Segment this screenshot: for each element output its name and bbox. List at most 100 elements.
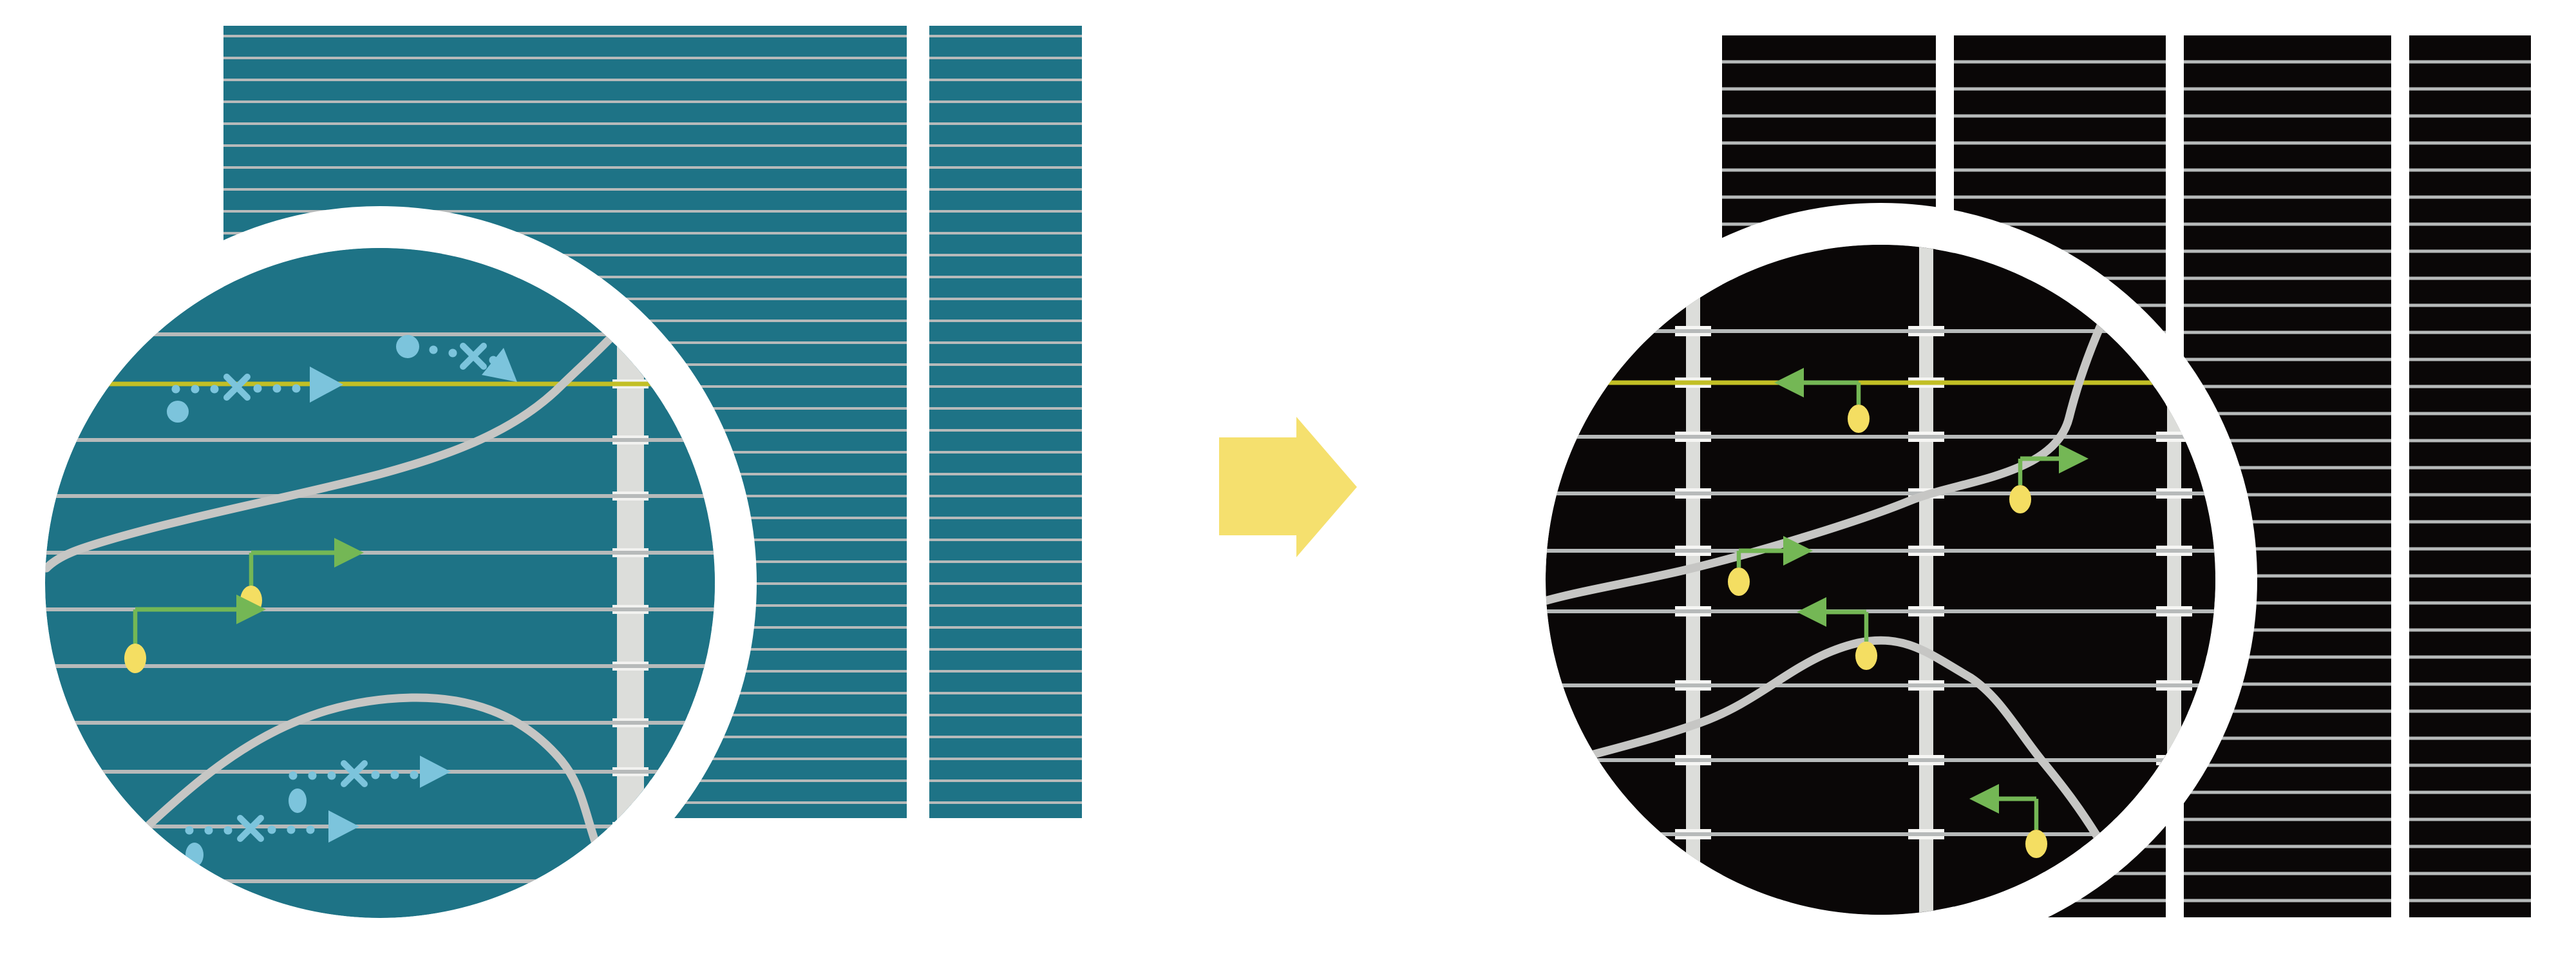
cell-finger-line <box>2409 60 2531 64</box>
cell-finger-line <box>223 144 907 147</box>
blocked-cross-icon <box>237 815 264 842</box>
cell-finger-line <box>2409 628 2531 632</box>
cell-finger-line <box>929 736 1082 738</box>
magnifier-after <box>1546 245 2215 915</box>
cell-finger-line <box>929 363 1082 366</box>
cell-finger-line <box>2184 249 2391 253</box>
cell-finger-line <box>2409 303 2531 307</box>
cell-finger-line <box>929 670 1082 673</box>
cell-finger-line <box>2409 222 2531 226</box>
cell-finger-line <box>2409 87 2531 91</box>
cell-finger-line <box>1546 549 2215 553</box>
cell-finger-line <box>45 494 715 498</box>
solar-panel-after-cell-column <box>2409 35 2531 917</box>
cell-finger-line <box>929 57 1082 59</box>
defect-site-marker <box>396 335 419 358</box>
cell-finger-line <box>2409 790 2531 794</box>
carrier-dot <box>210 385 219 394</box>
solar-panel-before-cell-column <box>929 26 1082 818</box>
carrier-dot <box>410 770 419 779</box>
highlight-finger-line <box>45 381 715 387</box>
carrier-origin-marker <box>2025 830 2047 858</box>
carrier-dot <box>292 384 301 393</box>
cell-finger-line <box>2184 574 2391 578</box>
magnifier-before-ring <box>3 206 757 960</box>
cell-finger-line <box>929 35 1082 37</box>
cell-finger-line <box>1954 87 2166 91</box>
carrier-dot <box>306 825 315 834</box>
cell-finger-line <box>2184 493 2391 497</box>
cell-finger-line <box>223 79 907 81</box>
cell-finger-line <box>2184 872 2391 875</box>
carrier-dot <box>287 825 296 834</box>
cell-finger-line <box>2184 899 2391 902</box>
cell-finger-line <box>2184 466 2391 470</box>
cell-finger-line <box>2184 276 2391 280</box>
carrier-dot <box>191 385 200 394</box>
cell-finger-line <box>2409 574 2531 578</box>
cell-finger-line <box>929 473 1082 475</box>
carrier-dot <box>185 826 194 835</box>
cell-finger-line <box>2409 547 2531 551</box>
carrier-origin-marker <box>124 644 146 673</box>
cell-finger-line <box>929 407 1082 410</box>
cell-finger-line <box>929 254 1082 256</box>
cell-finger-line <box>223 188 907 191</box>
cell-finger-line <box>2409 845 2531 848</box>
carrier-dot <box>371 770 380 779</box>
cell-finger-line <box>223 35 907 37</box>
cell-finger-line <box>929 560 1082 563</box>
cell-finger-line <box>2409 195 2531 199</box>
blocked-carrier-arrowhead-icon <box>328 810 359 843</box>
cell-finger-line <box>45 879 715 883</box>
carrier-dot <box>223 826 232 835</box>
cell-finger-line <box>2409 872 2531 875</box>
cell-finger-line <box>45 607 715 611</box>
cell-finger-line <box>223 100 907 103</box>
cell-finger-line <box>45 551 715 555</box>
cell-finger-line <box>929 210 1082 213</box>
cell-finger-line <box>1546 329 2215 333</box>
cell-finger-line <box>929 144 1082 147</box>
blocked-carrier-arrowhead-icon <box>420 756 451 788</box>
cell-finger-line <box>2409 817 2531 821</box>
cell-finger-line <box>2184 330 2391 334</box>
cell-finger-line <box>223 210 907 213</box>
cell-finger-line <box>2184 845 2391 848</box>
cell-finger-line <box>929 232 1082 234</box>
cell-finger-line <box>2409 412 2531 415</box>
cell-finger-line <box>929 341 1082 344</box>
free-carrier-arrowhead-icon <box>1783 536 1813 566</box>
carrier-origin-marker <box>2009 485 2031 513</box>
cell-finger-line <box>2409 141 2531 145</box>
cell-finger-line <box>2409 276 2531 280</box>
free-carrier-arrowhead-icon <box>236 595 266 624</box>
cell-finger-line <box>929 626 1082 629</box>
cell-finger-line <box>2184 412 2391 415</box>
cell-finger-line <box>929 385 1082 388</box>
blocked-carrier-arrowhead-icon <box>310 367 343 403</box>
cell-finger-line <box>929 495 1082 497</box>
cell-finger-line <box>929 188 1082 191</box>
cell-finger-line <box>2409 168 2531 172</box>
cell-finger-line <box>2409 655 2531 659</box>
cell-finger-line <box>1546 492 2215 495</box>
busbar <box>1919 245 1933 915</box>
cell-finger-line <box>929 451 1082 454</box>
carrier-dot <box>171 385 180 394</box>
cell-finger-line <box>45 664 715 668</box>
cell-finger-line <box>2409 709 2531 713</box>
carrier-dot <box>204 826 213 835</box>
cell-finger-line <box>223 232 907 234</box>
cell-finger-line <box>929 801 1082 804</box>
blocked-cross-icon <box>341 760 368 787</box>
cell-finger-line <box>2184 601 2391 605</box>
cell-finger-line <box>929 429 1082 432</box>
cell-finger-line <box>2184 628 2391 632</box>
cell-finger-line <box>929 79 1082 81</box>
cell-finger-line <box>2184 60 2391 64</box>
cell-finger-line <box>929 539 1082 541</box>
cell-finger-line <box>1954 60 2166 64</box>
cell-finger-line <box>2409 763 2531 767</box>
